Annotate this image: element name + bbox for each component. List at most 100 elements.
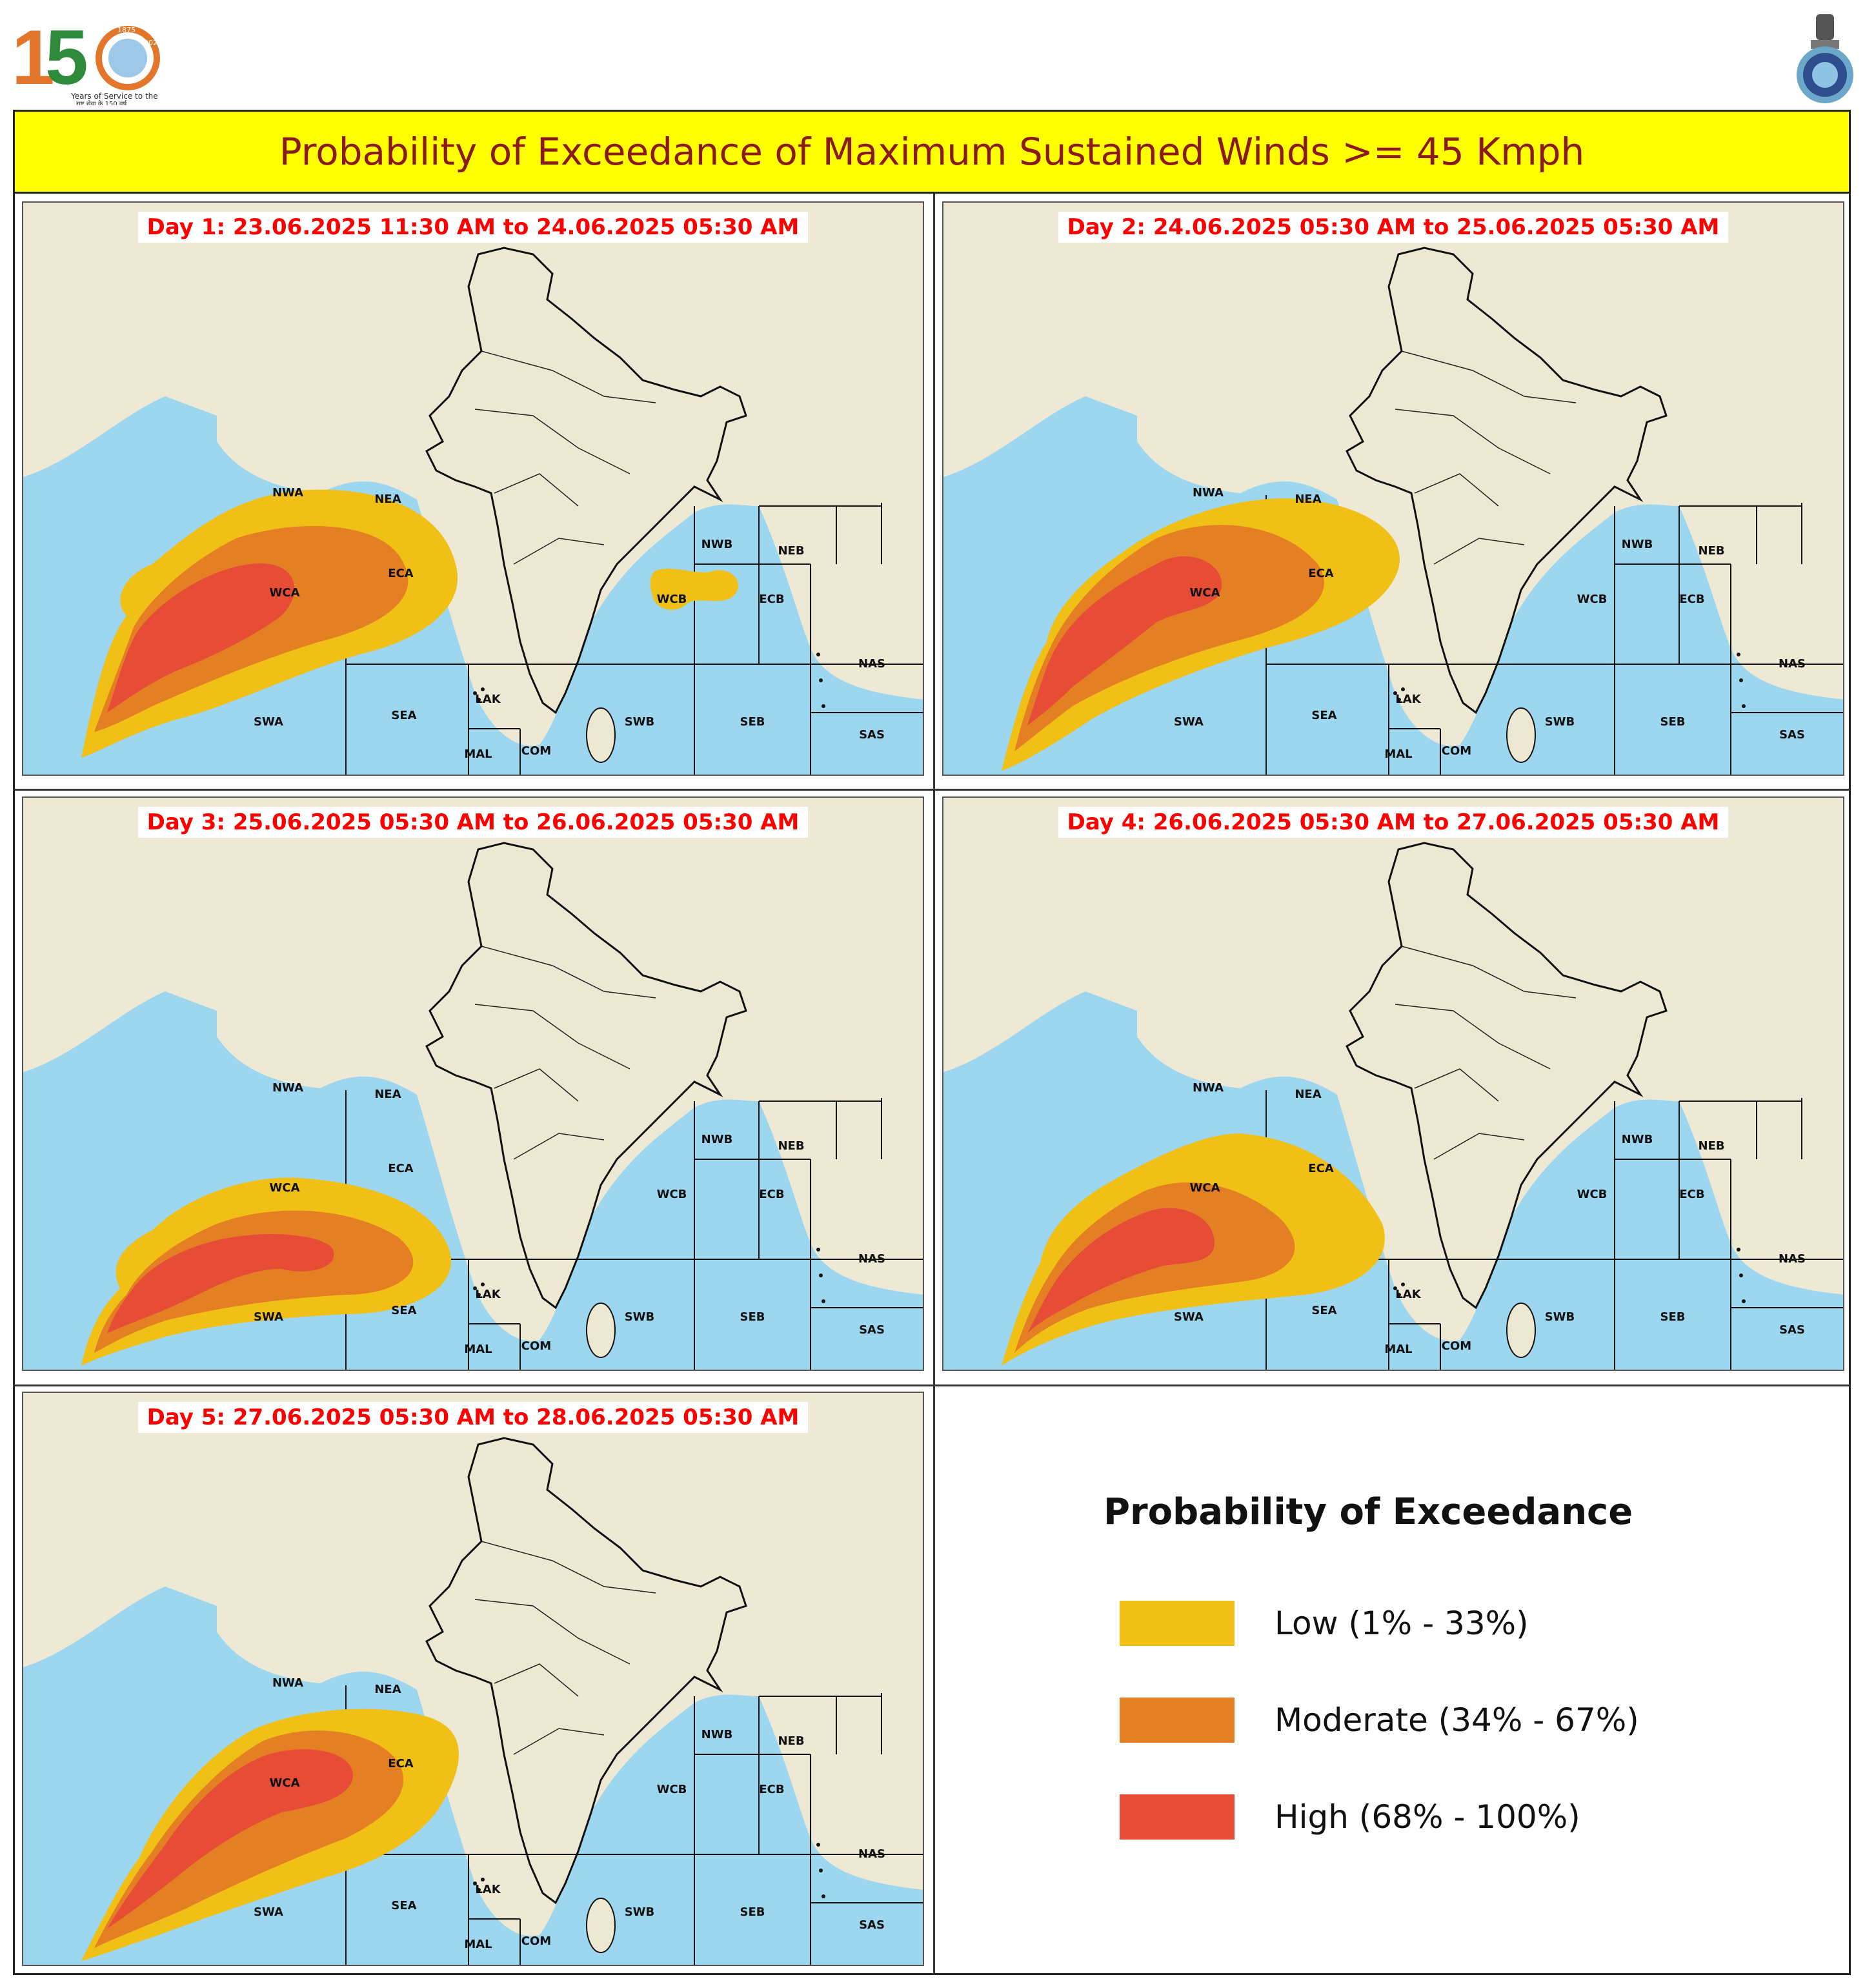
state-boundaries <box>1395 350 1577 565</box>
region-label-nea: NEA <box>374 492 401 506</box>
region-label-com: COM <box>1442 1339 1471 1353</box>
row-divider-1 <box>13 789 1851 791</box>
island-dot <box>1737 1248 1740 1252</box>
zone-high-day-5 <box>107 1749 353 1929</box>
island-dot <box>816 1843 820 1847</box>
region-label-sas: SAS <box>1779 728 1805 742</box>
map-panel-day-4: NWA NEA ECA WCA SWA SEA LAK MAL COM SWB SEB WCB ECB N… <box>942 796 1844 1371</box>
region-label-ecb: ECB <box>759 1188 784 1201</box>
panel-label-day-4: Day 4: 26.06.2025 05:30 AM to 27.06.2025… <box>1058 807 1729 838</box>
island-dot <box>822 704 825 708</box>
region-label-sea: SEA <box>1311 709 1336 722</box>
region-label-com: COM <box>521 1934 551 1948</box>
region-label-nwa: NWA <box>272 1676 303 1690</box>
map-panel-day-1: NWA NEA ECA WCA SWA SEA LAK MAL COM SWB SEB WCB ECB N… <box>22 201 924 776</box>
region-label-seb: SEB <box>1660 1310 1686 1324</box>
region-label-sas: SAS <box>859 1323 885 1337</box>
map-day-3: NWA NEA ECA WCA SWA SEA LAK MAL COM SWB SEB WCB ECB N… <box>23 798 923 1370</box>
legend-label-moderate: Moderate (34% - 67%) <box>1275 1701 1639 1739</box>
map-panel-day-5: NWA NEA ECA WCA SWA SEA LAK MAL COM SWB SEB WCB ECB N… <box>22 1392 924 1966</box>
region-label-wcb: WCB <box>657 1188 687 1201</box>
region-label-nwa: NWA <box>1193 486 1224 500</box>
region-label-neb: NEB <box>778 1139 804 1153</box>
region-label-swa: SWA <box>254 715 283 729</box>
region-label-seb: SEB <box>1660 715 1686 729</box>
island-dot <box>477 698 481 702</box>
region-label-ecb: ECB <box>1679 1188 1704 1201</box>
india-outline <box>1346 247 1668 715</box>
state-boundaries <box>474 946 656 1160</box>
map-day-2: NWA NEA ECA WCA SWA SEA LAK MAL COM SWB SEB WCB ECB N… <box>943 203 1843 775</box>
region-label-seb: SEB <box>740 1310 765 1324</box>
zone-moderate-day-2 <box>1014 525 1324 751</box>
region-label-wca: WCA <box>270 1181 300 1195</box>
region-label-eca: ECA <box>1308 567 1334 580</box>
map-day-4: NWA NEA ECA WCA SWA SEA LAK MAL COM SWB SEB WCB ECB N… <box>943 798 1843 1370</box>
island-dot <box>481 1283 485 1286</box>
region-label-mal: MAL <box>464 1343 492 1356</box>
island-dot <box>477 1293 481 1297</box>
region-label-wca: WCA <box>270 586 300 600</box>
region-label-neb: NEB <box>1698 1139 1724 1153</box>
region-label-wcb: WCB <box>657 1783 687 1796</box>
zone-high-day-2 <box>1027 556 1222 725</box>
region-label-swb: SWB <box>625 715 655 729</box>
island-dot <box>822 1894 825 1898</box>
region-label-wca: WCA <box>1190 1181 1220 1195</box>
island-dot <box>1739 678 1743 682</box>
region-label-swa: SWA <box>1174 715 1204 729</box>
legend-swatch-high <box>1120 1794 1235 1840</box>
region-label-ecb: ECB <box>759 593 784 606</box>
region-label-nwa: NWA <box>272 1081 303 1095</box>
logo-number-1: 1 <box>12 14 55 101</box>
page-title: Probability of Exceedance of Maximum Sus… <box>279 130 1585 174</box>
island-dot <box>822 1299 825 1303</box>
india-outline <box>425 842 747 1310</box>
region-label-wcb: WCB <box>657 593 687 606</box>
imd-emblem-logo <box>1797 14 1853 103</box>
island-dot <box>1739 1273 1743 1277</box>
island-dot <box>819 678 823 682</box>
region-label-com: COM <box>521 744 551 758</box>
island-dot <box>1397 1293 1401 1297</box>
region-label-neb: NEB <box>1698 544 1724 558</box>
region-label-nas: NAS <box>858 1252 885 1266</box>
sri-lanka <box>586 707 616 763</box>
region-label-nwb: NWB <box>701 1728 733 1741</box>
region-label-com: COM <box>521 1339 551 1353</box>
region-label-swa: SWA <box>254 1310 283 1324</box>
zone-low-bay-day-1 <box>650 569 739 610</box>
region-label-wcb: WCB <box>1577 1188 1608 1201</box>
legend-label-high: High (68% - 100%) <box>1275 1798 1580 1836</box>
state-boundaries <box>1395 946 1577 1160</box>
zone-high-day-1 <box>107 563 295 713</box>
india-outline <box>425 1437 747 1905</box>
region-label-swb: SWB <box>1545 1310 1575 1324</box>
region-label-lak: LAK <box>475 1288 501 1301</box>
region-label-sea: SEA <box>391 1304 416 1317</box>
region-label-sea: SEA <box>391 709 416 722</box>
zone-high-day-4 <box>1027 1208 1215 1334</box>
region-label-mal: MAL <box>464 747 492 761</box>
island-dot <box>1742 1299 1746 1303</box>
region-label-neb: NEB <box>778 544 804 558</box>
region-label-nwb: NWB <box>701 538 733 551</box>
region-label-swa: SWA <box>254 1905 283 1919</box>
region-label-nea: NEA <box>1295 1088 1321 1101</box>
region-label-swb: SWB <box>625 1905 655 1919</box>
island-dot <box>1393 1286 1397 1290</box>
island-dot <box>1393 691 1397 695</box>
island-dot <box>819 1869 823 1872</box>
logo-number-5: 5 <box>45 14 88 101</box>
india-outline <box>1346 842 1668 1310</box>
sri-lanka <box>586 1898 616 1953</box>
island-dot <box>816 1248 820 1252</box>
region-label-nas: NAS <box>1779 1252 1806 1266</box>
vertical-divider <box>933 194 935 1975</box>
island-dot <box>816 653 820 656</box>
island-dot <box>1401 687 1405 691</box>
region-label-neb: NEB <box>778 1734 804 1748</box>
logo-ring-top: 1875 <box>117 26 136 34</box>
region-label-sea: SEA <box>1311 1304 1336 1317</box>
region-label-seb: SEB <box>740 715 765 729</box>
